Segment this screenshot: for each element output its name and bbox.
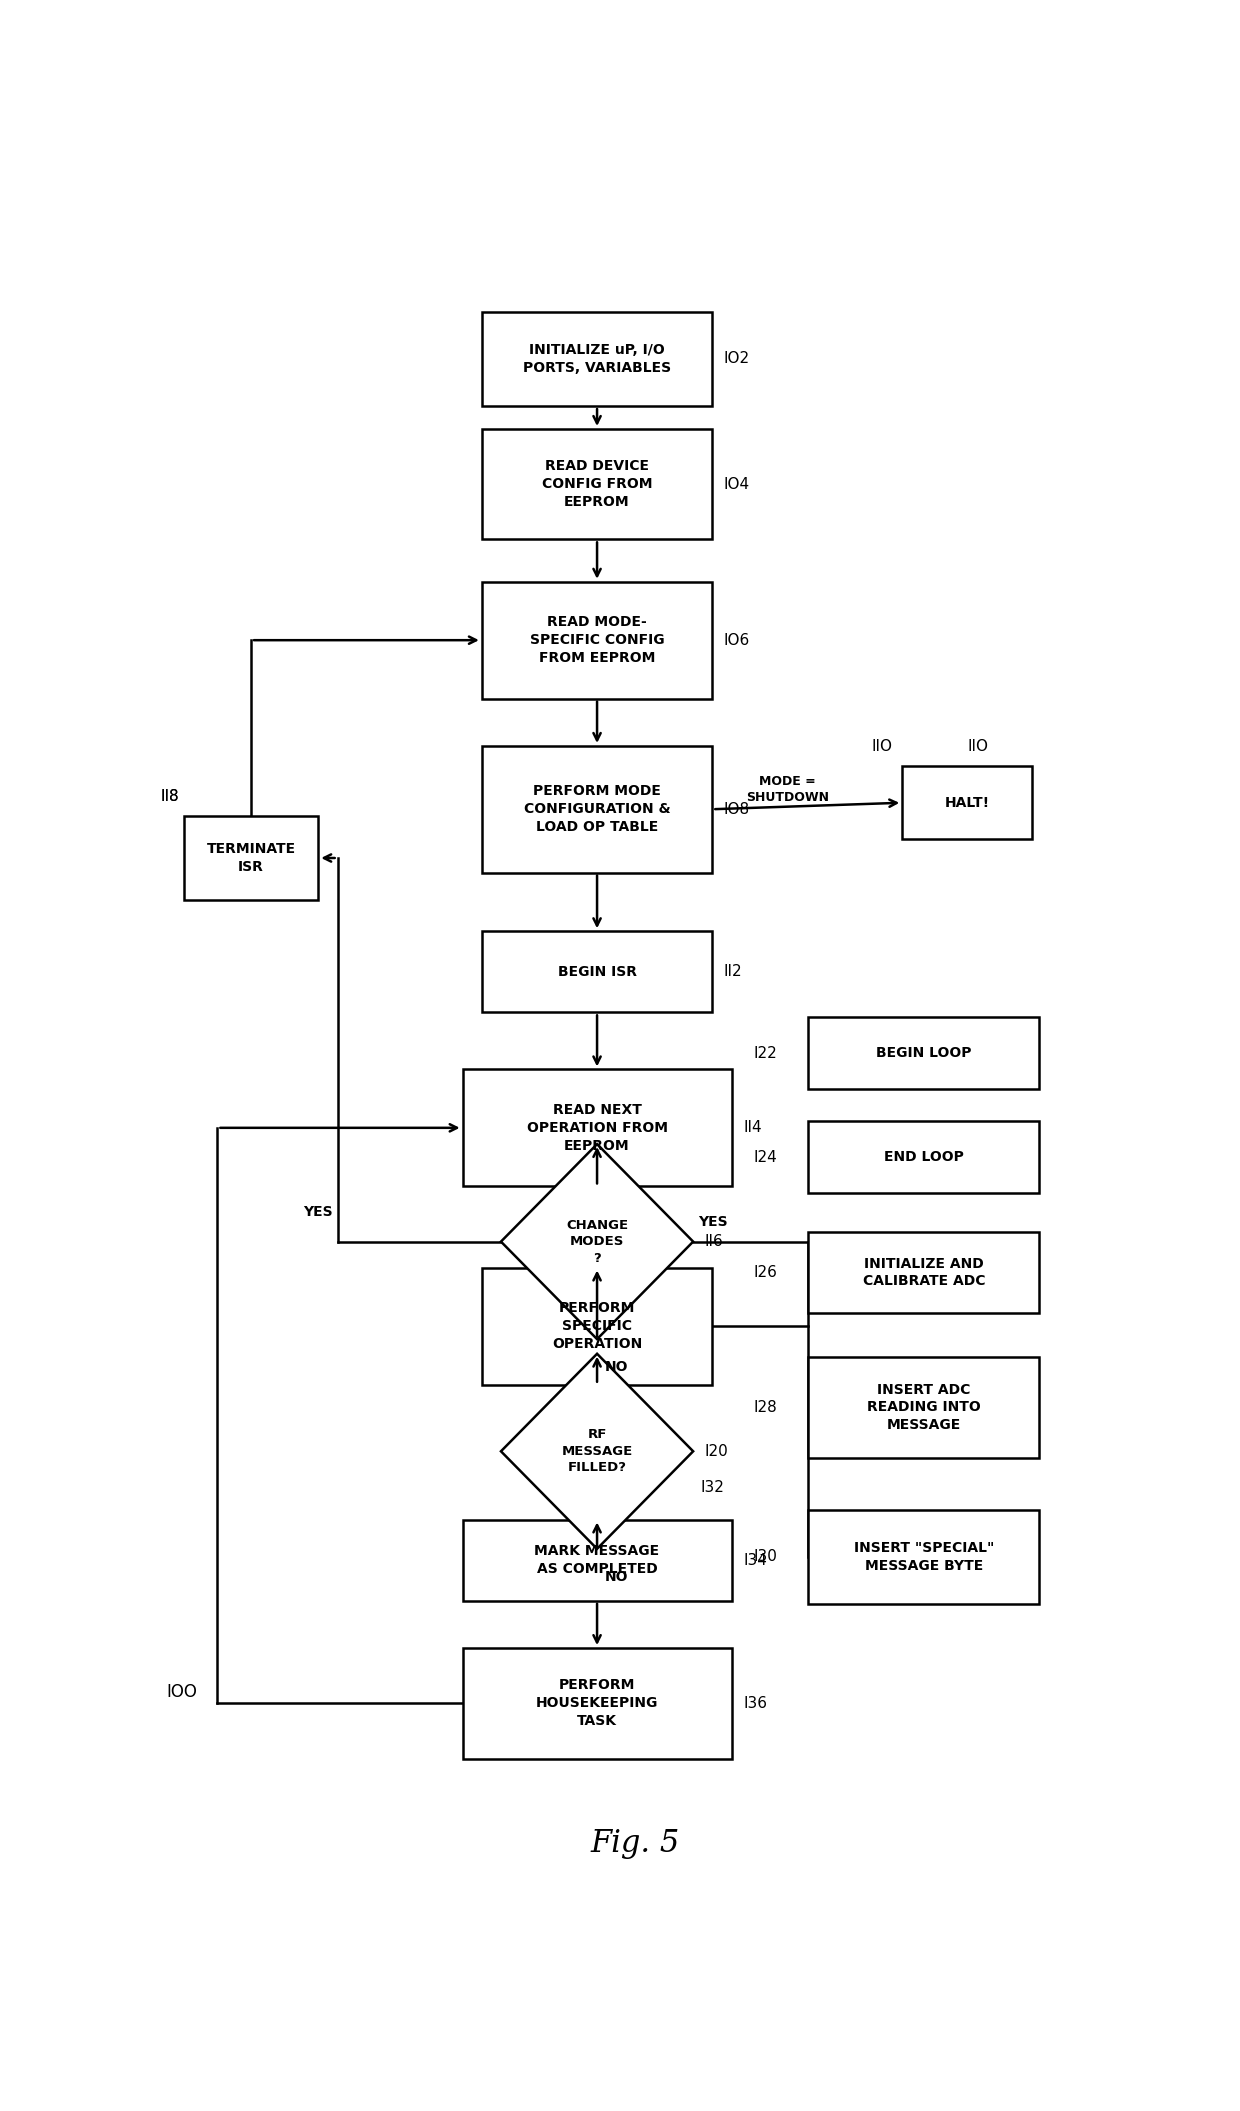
Text: INITIALIZE AND
CALIBRATE ADC: INITIALIZE AND CALIBRATE ADC [863, 1256, 985, 1288]
FancyBboxPatch shape [808, 1018, 1039, 1089]
Polygon shape [501, 1144, 693, 1338]
Text: II2: II2 [724, 965, 743, 980]
Text: INSERT ADC
READING INTO
MESSAGE: INSERT ADC READING INTO MESSAGE [867, 1383, 981, 1431]
FancyBboxPatch shape [481, 583, 713, 699]
Text: I20: I20 [704, 1444, 728, 1459]
FancyBboxPatch shape [808, 1357, 1039, 1459]
FancyBboxPatch shape [463, 1070, 732, 1186]
Text: I28: I28 [754, 1400, 777, 1414]
Text: II8: II8 [160, 790, 179, 804]
Text: YES: YES [303, 1205, 332, 1220]
Text: IO2: IO2 [724, 350, 750, 367]
Text: HALT!: HALT! [945, 796, 990, 811]
Text: I24: I24 [754, 1150, 777, 1165]
Text: CHANGE
MODES
?: CHANGE MODES ? [565, 1218, 629, 1264]
FancyBboxPatch shape [481, 745, 713, 872]
Text: IIO: IIO [967, 739, 988, 754]
Text: II6: II6 [704, 1235, 723, 1250]
Text: END LOOP: END LOOP [884, 1150, 963, 1163]
Text: NO: NO [605, 1571, 629, 1583]
FancyBboxPatch shape [481, 1267, 713, 1385]
Text: IO6: IO6 [724, 633, 750, 648]
Text: I22: I22 [754, 1045, 777, 1060]
FancyBboxPatch shape [808, 1121, 1039, 1193]
Text: PERFORM
HOUSEKEEPING
TASK: PERFORM HOUSEKEEPING TASK [536, 1678, 658, 1729]
Text: II8: II8 [160, 790, 179, 804]
Text: RF
MESSAGE
FILLED?: RF MESSAGE FILLED? [562, 1429, 632, 1473]
FancyBboxPatch shape [184, 815, 319, 899]
FancyBboxPatch shape [808, 1233, 1039, 1313]
Text: II4: II4 [743, 1121, 761, 1136]
Text: I34: I34 [743, 1554, 768, 1568]
Text: READ MODE-
SPECIFIC CONFIG
FROM EEPROM: READ MODE- SPECIFIC CONFIG FROM EEPROM [529, 614, 665, 665]
Text: I30: I30 [754, 1549, 777, 1564]
FancyBboxPatch shape [463, 1520, 732, 1600]
Text: NO: NO [605, 1359, 629, 1374]
Text: IO4: IO4 [724, 477, 750, 492]
Text: PERFORM MODE
CONFIGURATION &
LOAD OP TABLE: PERFORM MODE CONFIGURATION & LOAD OP TAB… [523, 785, 671, 834]
FancyBboxPatch shape [808, 1509, 1039, 1604]
Text: BEGIN ISR: BEGIN ISR [558, 965, 636, 980]
Text: MARK MESSAGE
AS COMPLETED: MARK MESSAGE AS COMPLETED [534, 1545, 660, 1577]
Text: MODE =
SHUTDOWN: MODE = SHUTDOWN [745, 775, 828, 804]
Text: YES: YES [698, 1216, 728, 1229]
Text: I32: I32 [701, 1480, 724, 1495]
FancyBboxPatch shape [481, 931, 713, 1013]
Polygon shape [501, 1353, 693, 1549]
Text: PERFORM
SPECIFIC
OPERATION: PERFORM SPECIFIC OPERATION [552, 1300, 642, 1351]
Text: IIO: IIO [872, 739, 893, 754]
Text: I26: I26 [754, 1264, 777, 1279]
Text: BEGIN LOOP: BEGIN LOOP [875, 1047, 972, 1060]
FancyBboxPatch shape [903, 766, 1032, 840]
Text: READ DEVICE
CONFIG FROM
EEPROM: READ DEVICE CONFIG FROM EEPROM [542, 460, 652, 509]
Text: INSERT "SPECIAL"
MESSAGE BYTE: INSERT "SPECIAL" MESSAGE BYTE [853, 1541, 994, 1573]
Text: I36: I36 [743, 1695, 768, 1710]
FancyBboxPatch shape [481, 429, 713, 540]
FancyBboxPatch shape [481, 312, 713, 405]
Text: INITIALIZE uP, I/O
PORTS, VARIABLES: INITIALIZE uP, I/O PORTS, VARIABLES [523, 344, 671, 376]
Text: Fig. 5: Fig. 5 [591, 1828, 680, 1858]
FancyBboxPatch shape [463, 1649, 732, 1758]
Text: IO8: IO8 [724, 802, 750, 817]
Text: READ NEXT
OPERATION FROM
EEPROM: READ NEXT OPERATION FROM EEPROM [527, 1102, 667, 1153]
Text: TERMINATE
ISR: TERMINATE ISR [207, 842, 295, 874]
Text: IOO: IOO [166, 1682, 197, 1701]
